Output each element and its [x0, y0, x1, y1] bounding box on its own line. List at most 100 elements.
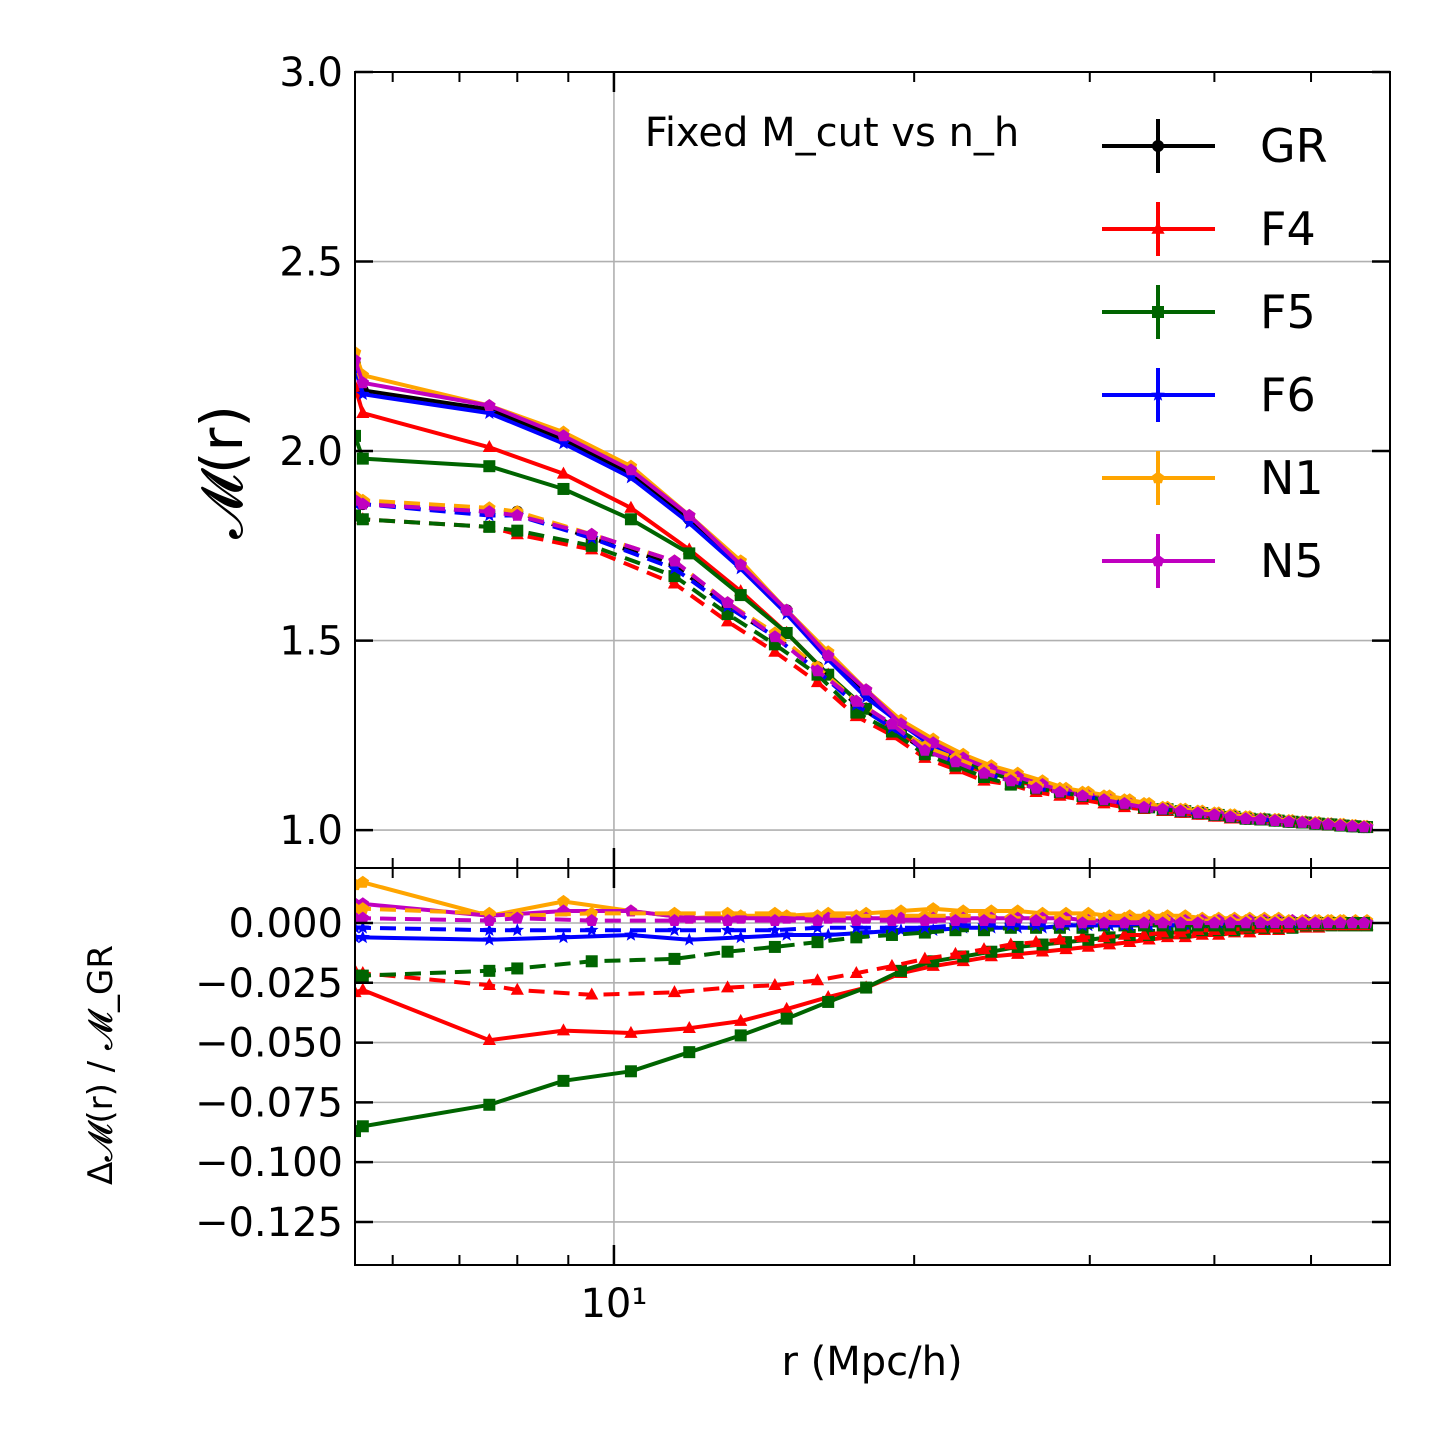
- top-point-n5: [356, 376, 370, 389]
- bottom-point-f6: [720, 923, 735, 936]
- bottom-point-n1: [668, 906, 681, 919]
- bottom-point-f5: [850, 931, 863, 944]
- top-series-group: [355, 345, 1374, 834]
- bottom-point-n1: [356, 902, 370, 914]
- top-point-n5: [511, 508, 524, 521]
- bottom-point-f4: [1004, 937, 1018, 950]
- bottom-point-f4: [918, 951, 932, 964]
- top-point-n5: [557, 429, 570, 442]
- top-point-f5: [721, 608, 734, 621]
- bottom-point-f5: [356, 969, 369, 982]
- bottom-point-n1: [557, 894, 570, 907]
- bottom-point-n5: [1076, 916, 1089, 929]
- bottom-point-n5: [977, 914, 991, 926]
- bottom-point-n5: [1346, 916, 1359, 929]
- bottom-point-n5: [1254, 916, 1267, 929]
- legend-marker: [1151, 221, 1165, 234]
- bottom-point-f5: [585, 955, 598, 968]
- bottom-point-n5: [1296, 916, 1309, 929]
- bottom-panel: 0.000 −0.025 −0.050 −0.075 −0.100 −0.125 10¹ Δ…: [81, 867, 1391, 1385]
- bottom-point-f6: [667, 923, 682, 936]
- top-ytick-label: 2.0: [279, 429, 343, 475]
- bottom-point-f4: [1053, 932, 1067, 945]
- bottom-point-f6: [510, 923, 525, 936]
- bottom-point-n1: [483, 906, 496, 919]
- legend-label: F4: [1260, 202, 1316, 256]
- top-point-n5: [977, 766, 991, 779]
- top-point-n5: [1268, 814, 1282, 826]
- bottom-point-n5: [668, 914, 681, 926]
- bottom-point-f5: [557, 1074, 570, 1087]
- bottom-point-f5: [822, 995, 835, 1008]
- top-point-f5: [483, 520, 496, 533]
- top-point-f5: [780, 626, 793, 639]
- top-point-n5: [768, 630, 782, 643]
- bottom-point-f4: [948, 946, 963, 959]
- bottom-point-f4: [885, 958, 899, 971]
- bottom-point-f5: [768, 940, 781, 953]
- bottom-point-f4: [682, 1021, 696, 1034]
- bottom-point-f6: [733, 930, 748, 944]
- bottom-point-f5: [894, 964, 907, 977]
- bottom-point-f5: [511, 962, 524, 975]
- top-ytick-label: 3.0: [279, 50, 343, 96]
- bottom-ytick-label: −0.050: [195, 1021, 343, 1067]
- bottom-point-n5: [885, 914, 899, 926]
- bottom-point-f4: [482, 1032, 496, 1045]
- top-point-f4: [667, 576, 682, 589]
- top-point-n5: [721, 596, 734, 608]
- bottom-point-f6: [918, 920, 932, 934]
- bottom-ytick-label: −0.025: [195, 961, 343, 1007]
- top-point-n5: [1309, 817, 1322, 829]
- top-point-n5: [1282, 815, 1296, 828]
- top-point-f6: [624, 470, 638, 484]
- bottom-point-n1: [356, 875, 370, 888]
- bottom-point-f5: [721, 945, 734, 958]
- bottom-point-f6: [482, 923, 497, 936]
- top-point-n5: [811, 664, 824, 677]
- top-point-n5: [624, 463, 638, 476]
- top-point-f6: [482, 405, 497, 419]
- top-point-n5: [1053, 785, 1067, 798]
- bottom-point-f6: [849, 920, 864, 934]
- top-point-f6: [859, 690, 873, 704]
- top-point-f6: [556, 436, 571, 450]
- bottom-point-n5: [1208, 916, 1221, 929]
- bottom-point-n5: [1097, 916, 1111, 929]
- bottom-axes-frame: [354, 867, 1391, 1266]
- bottom-point-n5: [1321, 916, 1335, 929]
- top-ytick-label: 1.5: [279, 619, 343, 665]
- bottom-point-n5: [811, 914, 824, 926]
- bottom-point-f4: [1097, 930, 1111, 943]
- xlabel: r (Mpc/h): [781, 1339, 962, 1385]
- top-point-f5: [624, 513, 637, 526]
- top-ylabel: 𝓜(r): [188, 405, 256, 539]
- bottom-point-f5: [483, 1098, 496, 1111]
- top-point-f4: [624, 500, 638, 513]
- bottom-point-n5: [585, 914, 598, 926]
- bottom-ytick-label: −0.075: [195, 1080, 343, 1126]
- top-point-f4: [768, 644, 782, 657]
- bottom-ytick-label: −0.100: [195, 1140, 343, 1186]
- top-point-n5: [1076, 789, 1089, 802]
- top-point-f6: [682, 515, 697, 529]
- top-plot-area: [355, 345, 1374, 834]
- bottom-point-f6: [821, 927, 836, 941]
- bottom-series-group: [355, 875, 1374, 1138]
- bottom-point-n5: [1282, 916, 1296, 929]
- bottom-point-f5: [811, 936, 824, 949]
- bottom-point-n5: [1029, 914, 1043, 926]
- bottom-point-f6: [768, 923, 782, 936]
- bottom-point-n5: [1174, 916, 1187, 929]
- xtick-label: 10¹: [580, 1281, 647, 1327]
- bottom-point-f6: [859, 925, 873, 939]
- top-panel: 1.0 1.5 2.0 2.5 3.0 𝓜(r) Fixed M_cut vs n_h: [188, 50, 1391, 869]
- top-point-n5: [1118, 797, 1131, 809]
- bottom-point-f6: [810, 920, 825, 934]
- bottom-point-f6: [356, 920, 370, 934]
- bottom-plot-area: [355, 875, 1374, 1138]
- top-point-n5: [1254, 812, 1267, 825]
- bottom-point-n5: [1309, 916, 1322, 929]
- bottom-point-f6: [779, 927, 794, 941]
